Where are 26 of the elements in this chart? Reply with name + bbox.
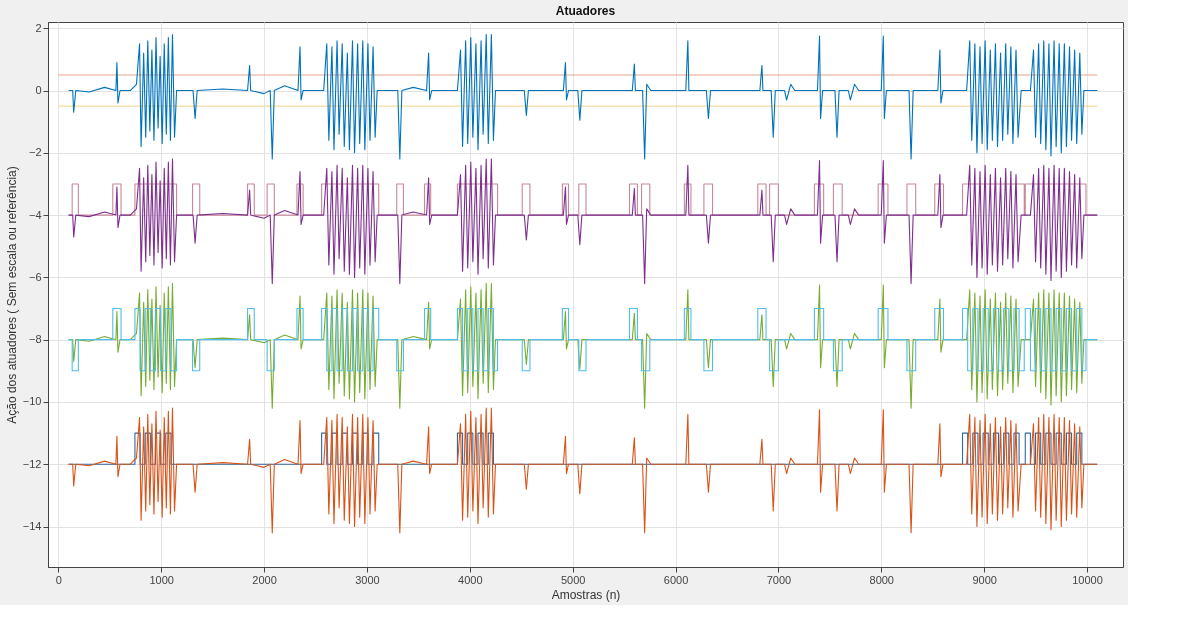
y-tick-label: −10	[22, 395, 42, 408]
y-tick-label: −14	[22, 520, 42, 533]
y-tick-label: 0	[35, 84, 42, 97]
x-tick-label: 7000	[766, 573, 792, 586]
x-tick-label: 6000	[663, 573, 689, 586]
y-tick-label: −6	[28, 270, 42, 283]
line-series	[68, 158, 1098, 285]
x-tick-label: 9000	[972, 573, 997, 586]
x-tick-label: 4000	[458, 573, 483, 586]
y-tick-label: 2	[35, 21, 42, 34]
chart-title: Atuadores	[555, 4, 616, 18]
line-series	[68, 407, 1098, 534]
x-tick-label: 0	[55, 573, 62, 586]
x-tick-label: 10000	[1072, 573, 1103, 586]
y-tick-label: −2	[28, 146, 42, 159]
y-axis-title: Ação dos atuadores ( Sem escala ou referência)	[4, 166, 19, 424]
x-tick-label: 8000	[869, 573, 894, 586]
x-tick-label: 2000	[252, 573, 277, 586]
x-tick-label: 1000	[149, 573, 174, 586]
x-tick-label: 3000	[355, 573, 380, 586]
x-tick-label: 5000	[560, 573, 586, 586]
line-series	[68, 33, 1098, 160]
y-tick-label: −12	[22, 457, 42, 470]
x-axis-title: Amostras (n)	[551, 587, 621, 602]
y-tick-label: −8	[28, 333, 42, 346]
y-tick-label: −4	[28, 208, 42, 221]
